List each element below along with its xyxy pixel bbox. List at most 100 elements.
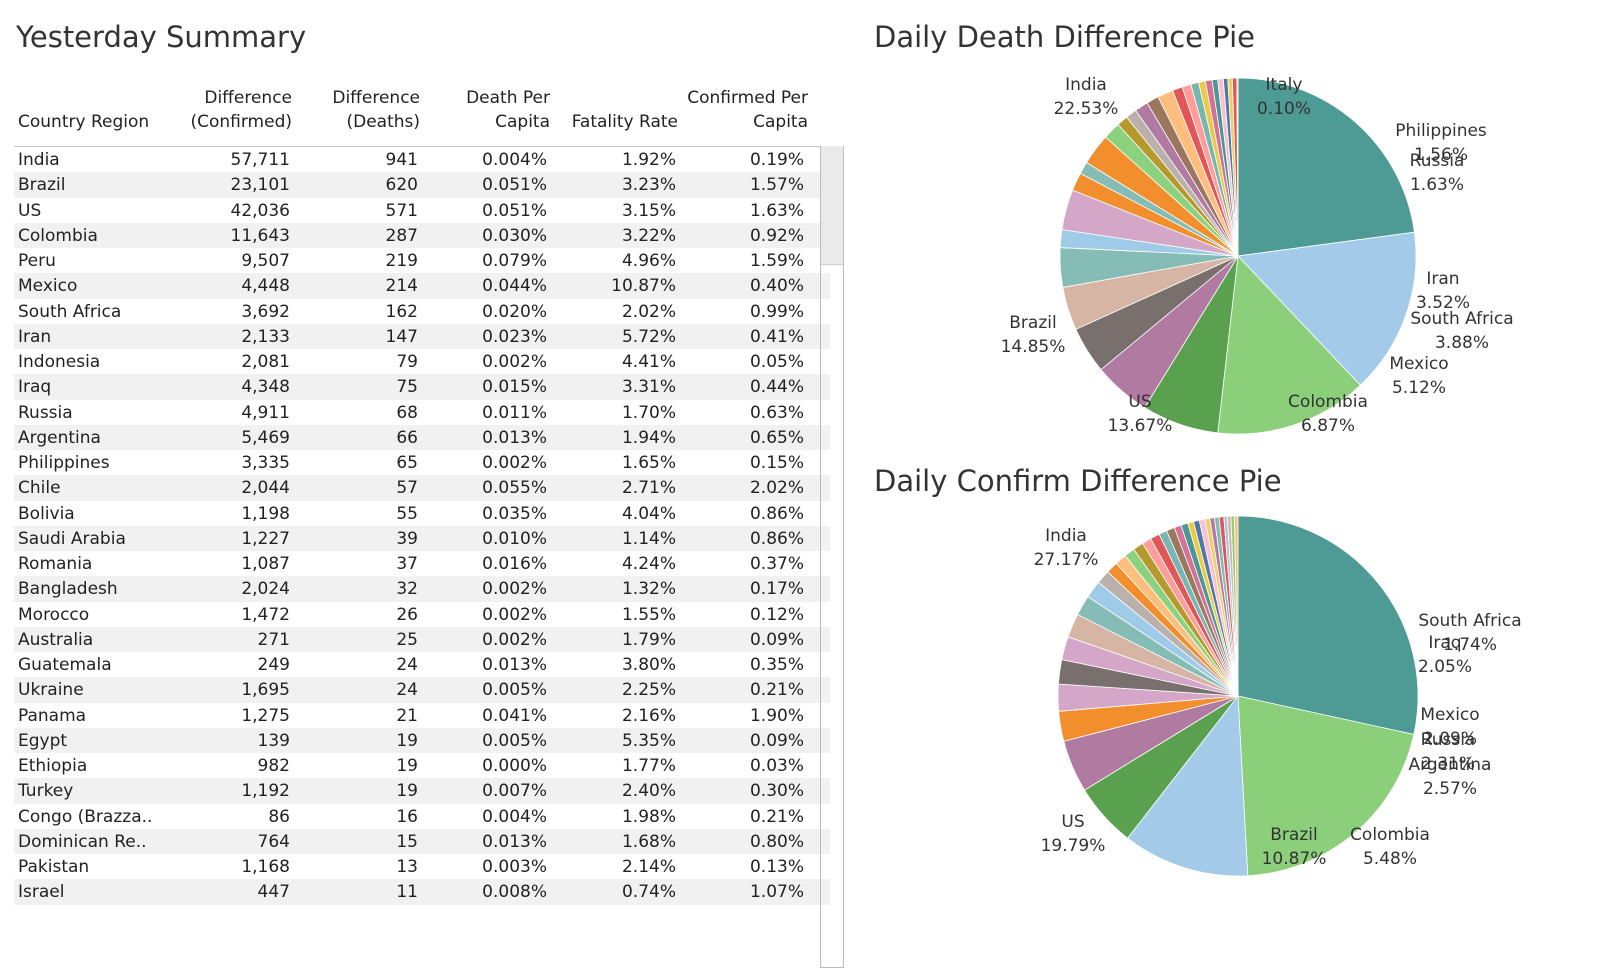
- header-fatality-rate[interactable]: Fatality Rate: [571, 112, 678, 132]
- table-row[interactable]: Ukraine 1,695 24 0.005% 2.25% 0.21%: [14, 677, 830, 703]
- pie-slice-us[interactable]: [1237, 695, 1415, 877]
- table-row[interactable]: Iraq 4,348 75 0.015% 3.31% 0.44%: [14, 374, 830, 400]
- table-row[interactable]: US 42,036 571 0.051% 3.15% 1.63%: [14, 198, 830, 223]
- cell-difference-deaths: 941: [385, 150, 418, 170]
- table-row[interactable]: Pakistan 1,168 13 0.003% 2.14% 0.13%: [14, 854, 830, 879]
- table-row[interactable]: Brazil 23,101 620 0.051% 3.23% 1.57%: [14, 172, 830, 198]
- header-country-region[interactable]: Country Region: [18, 112, 150, 132]
- table-row[interactable]: Egypt 139 19 0.005% 5.35% 0.09%: [14, 727, 830, 753]
- cell-difference-confirmed: 11,643: [230, 225, 290, 246]
- cell-confirmed-per-capita: 0.86%: [749, 503, 804, 524]
- table-row[interactable]: Mexico 4,448 214 0.044% 10.87% 0.40%: [14, 273, 830, 299]
- cell-death-per-capita: 0.051%: [482, 200, 547, 221]
- cell-death-per-capita: 0.051%: [482, 175, 547, 196]
- pie-label-russia: Russia: [1421, 730, 1476, 750]
- cell-difference-confirmed: 1,472: [241, 604, 290, 625]
- cell-country-region: Morocco: [18, 604, 90, 625]
- summary-table: Country Region Difference (Confirmed) Dif…: [14, 78, 844, 968]
- cell-confirmed-per-capita: 0.99%: [749, 301, 804, 322]
- cell-fatality-rate: 3.23%: [621, 175, 676, 196]
- table-row[interactable]: Romania 1,087 37 0.016% 4.24% 0.37%: [14, 551, 830, 576]
- table-row[interactable]: Bangladesh 2,024 32 0.002% 1.32% 0.17%: [14, 576, 830, 602]
- cell-confirmed-per-capita: 0.41%: [749, 326, 804, 347]
- cell-country-region: Iraq: [18, 377, 52, 398]
- cell-country-region: India: [18, 150, 60, 170]
- cell-difference-deaths: 620: [385, 175, 418, 196]
- header-death-per-capita[interactable]: Death Per Capita: [466, 88, 550, 132]
- table-row[interactable]: Saudi Arabia 1,227 39 0.010% 1.14% 0.86%: [14, 525, 830, 551]
- pie-slice-brazil[interactable]: [1127, 694, 1249, 877]
- pie-slice-india[interactable]: [1237, 77, 1415, 257]
- table-row[interactable]: Ethiopia 982 19 0.000% 1.77% 0.03%: [14, 753, 830, 778]
- table-row[interactable]: India 57,711 941 0.004% 1.92% 0.19%: [14, 147, 830, 172]
- pie-slice-italy[interactable]: [1236, 77, 1239, 257]
- table-row[interactable]: Indonesia 2,081 79 0.002% 4.41% 0.05%: [14, 349, 830, 374]
- cell-difference-deaths: 32: [396, 579, 418, 600]
- confirm-pie-title: Daily Confirm Difference Pie: [874, 464, 1282, 498]
- table-row[interactable]: South Africa 3,692 162 0.020% 2.02% 0.99%: [14, 299, 830, 324]
- cell-difference-confirmed: 3,335: [241, 453, 290, 473]
- cell-confirmed-per-capita: 0.13%: [749, 857, 804, 877]
- cell-difference-confirmed: 23,101: [230, 175, 290, 196]
- cell-country-region: Israel: [18, 882, 65, 903]
- cell-fatality-rate: 4.96%: [621, 251, 676, 271]
- header-confirmed-per-capita[interactable]: Confirmed Per Capita: [687, 88, 808, 132]
- cell-confirmed-per-capita: 0.65%: [749, 427, 804, 448]
- table-row[interactable]: Argentina 5,469 66 0.013% 1.94% 0.65%: [14, 424, 830, 450]
- table-row[interactable]: Israel 447 11 0.008% 0.74% 1.07%: [14, 879, 830, 905]
- cell-fatality-rate: 1.14%: [621, 528, 676, 549]
- cell-fatality-rate: 3.31%: [621, 377, 676, 398]
- cell-confirmed-per-capita: 0.92%: [749, 225, 804, 246]
- cell-difference-deaths: 24: [396, 655, 418, 675]
- death-difference-pie: India 22.53% Brazil 14.85% US 13.67% Colombia 6…: [1001, 75, 1514, 436]
- table-row[interactable]: Turkey 1,192 19 0.007% 2.40% 0.30%: [14, 778, 830, 804]
- table-row[interactable]: Philippines 3,335 65 0.002% 1.65% 0.15%: [14, 450, 830, 475]
- cell-difference-confirmed: 2,044: [241, 478, 290, 499]
- cell-death-per-capita: 0.055%: [482, 478, 547, 499]
- pie-slice-india[interactable]: [1237, 515, 1419, 735]
- header-difference-confirmed[interactable]: Difference (Confirmed): [190, 88, 292, 132]
- scrollbar-thumb[interactable]: [821, 146, 843, 265]
- cell-difference-confirmed: 1,192: [241, 781, 290, 802]
- cell-fatality-rate: 5.72%: [621, 326, 676, 347]
- pie-slice-other-33[interactable]: [1234, 515, 1239, 697]
- cell-country-region: Guatemala: [18, 655, 112, 675]
- cell-death-per-capita: 0.013%: [482, 655, 547, 675]
- cell-death-per-capita: 0.008%: [482, 882, 547, 903]
- cell-death-per-capita: 0.079%: [482, 251, 547, 271]
- cell-death-per-capita: 0.002%: [482, 352, 547, 372]
- pie-slice-us[interactable]: [1217, 255, 1361, 435]
- table-row[interactable]: Peru 9,507 219 0.079% 4.96% 1.59%: [14, 248, 830, 273]
- summary-title: Yesterday Summary: [16, 20, 307, 54]
- cell-fatality-rate: 2.02%: [621, 301, 676, 322]
- table-row[interactable]: Dominican Re.. 764 15 0.013% 1.68% 0.80%: [14, 828, 830, 854]
- cell-country-region: Bolivia: [18, 503, 75, 524]
- cell-difference-deaths: 19: [396, 756, 418, 776]
- pie-value-label-colombia: 5.48%: [1363, 849, 1417, 869]
- table-row[interactable]: Iran 2,133 147 0.023% 5.72% 0.41%: [14, 323, 830, 349]
- table-row[interactable]: Australia 271 25 0.002% 1.79% 0.09%: [14, 626, 830, 652]
- table-row[interactable]: Russia 4,911 68 0.011% 1.70% 0.63%: [14, 400, 830, 425]
- pie-slice-brazil[interactable]: [1237, 231, 1417, 386]
- header-difference-deaths[interactable]: Difference (Deaths): [332, 88, 420, 132]
- cell-country-region: South Africa: [18, 301, 122, 322]
- cell-confirmed-per-capita: 1.59%: [749, 251, 804, 271]
- cell-confirmed-per-capita: 0.37%: [749, 554, 804, 574]
- table-row[interactable]: Panama 1,275 21 0.041% 2.16% 1.90%: [14, 703, 830, 728]
- pie-label-brazil: Brazil: [1270, 825, 1317, 845]
- cell-fatality-rate: 3.22%: [621, 225, 676, 246]
- table-row[interactable]: Chile 2,044 57 0.055% 2.71% 2.02%: [14, 475, 830, 501]
- cell-difference-deaths: 24: [396, 680, 418, 701]
- table-row[interactable]: Morocco 1,472 26 0.002% 1.55% 0.12%: [14, 602, 830, 627]
- cell-fatality-rate: 5.35%: [621, 730, 676, 751]
- table-row[interactable]: Bolivia 1,198 55 0.035% 4.04% 0.86%: [14, 501, 830, 526]
- table-row[interactable]: Congo (Brazza.. 86 16 0.004% 1.98% 0.21%: [14, 804, 830, 829]
- cell-fatality-rate: 4.24%: [621, 554, 676, 574]
- cell-death-per-capita: 0.013%: [482, 831, 547, 852]
- table-row[interactable]: Colombia 11,643 287 0.030% 3.22% 0.92%: [14, 222, 830, 248]
- cell-difference-deaths: 21: [396, 705, 418, 726]
- table-row[interactable]: Guatemala 249 24 0.013% 3.80% 0.35%: [14, 652, 830, 677]
- cell-difference-deaths: 79: [396, 352, 418, 372]
- cell-country-region: Russia: [18, 402, 73, 423]
- cell-confirmed-per-capita: 0.09%: [749, 730, 804, 751]
